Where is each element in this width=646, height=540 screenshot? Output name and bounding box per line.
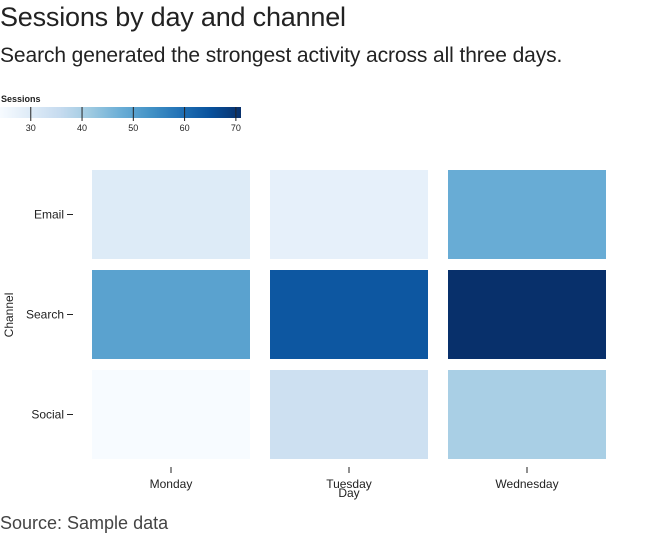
- color-legend: Sessions 30 40 50 60 70: [0, 94, 241, 133]
- y-axis-tick-label: Email: [34, 208, 64, 222]
- heatmap-cell: [270, 270, 428, 359]
- legend-color-bar: [0, 107, 241, 118]
- heatmap-cell: [270, 170, 428, 259]
- heatmap-cell: [448, 170, 606, 259]
- legend-tick-label: 60: [180, 123, 190, 133]
- heatmap-cell: [92, 270, 250, 359]
- x-axis-title: Day: [338, 486, 359, 500]
- legend-tick-label: 40: [77, 123, 87, 133]
- x-axis-tick-label: Monday: [150, 477, 193, 491]
- heatmap-cells: [92, 170, 606, 459]
- y-axis-tick-label: Social: [31, 408, 64, 422]
- heatmap-cell: [270, 370, 428, 459]
- chart-subtitle: Search generated the strongest activity …: [0, 44, 563, 67]
- legend-tick-label: 30: [26, 123, 36, 133]
- heatmap-cell: [448, 270, 606, 359]
- source-note: Source: Sample data: [0, 513, 169, 533]
- legend-tick-label: 70: [231, 123, 241, 133]
- chart-title: Sessions by day and channel: [0, 2, 346, 32]
- heatmap-cell: [92, 370, 250, 459]
- legend-title: Sessions: [1, 94, 41, 104]
- y-axis-tick-label: Search: [26, 308, 64, 322]
- x-axis-tick-label: Tuesday: [326, 477, 372, 491]
- x-axis-tick-label: Wednesday: [495, 477, 558, 491]
- legend-tick-label: 50: [128, 123, 138, 133]
- y-axis-title: Channel: [2, 293, 16, 338]
- heatmap-cell: [92, 170, 250, 259]
- axes: Monday Tuesday Wednesday Email Search Social: [26, 208, 559, 492]
- heatmap-cell: [448, 370, 606, 459]
